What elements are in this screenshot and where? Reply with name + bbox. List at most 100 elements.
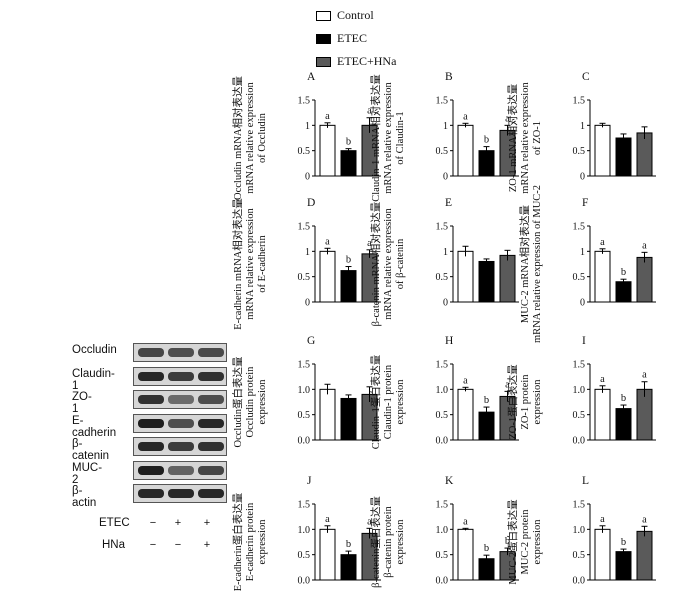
y-tick-label-I-3: 1.5 <box>573 360 586 371</box>
y-axis-label-I-1: ZO-1 protein <box>520 374 531 430</box>
legend-swatch-etec <box>316 33 331 44</box>
y-axis-label-G-2: expression <box>257 379 268 425</box>
significance-letter-I-2: a <box>642 370 647 381</box>
y-axis-label-H-1: Claudin-1 protein <box>383 364 394 439</box>
panel-letter-A: A <box>307 71 316 83</box>
y-tick-label-C-0: 0 <box>580 172 585 183</box>
blot-band-protein-4-lane-2 <box>198 442 224 451</box>
y-tick-label-G-3: 1.5 <box>298 360 311 371</box>
y-axis-label-D-2: of E-cadherin <box>257 235 268 293</box>
significance-letter-J-1: b <box>346 539 351 550</box>
blot-band-protein-5-lane-1 <box>168 465 194 475</box>
significance-letter-L-2: a <box>642 514 647 525</box>
panel-letter-B: B <box>445 71 453 83</box>
y-axis-label-K-2: expression <box>395 519 406 565</box>
significance-letter-H-2: a <box>505 379 510 390</box>
chart-panel-G: 0.0 0.5 1.0 1.5 G Occludin蛋白表达量 Occludin prote… <box>231 335 381 448</box>
blot-band-protein-6-lane-1 <box>168 489 194 498</box>
legend: Control ETEC ETEC+HNa <box>316 4 396 73</box>
y-tick-label-J-0: 0.0 <box>298 576 311 587</box>
y-tick-label-H-3: 1.5 <box>436 360 449 371</box>
y-tick-label-L-1: 0.5 <box>573 550 586 561</box>
blot-band-protein-6-lane-0 <box>138 489 164 498</box>
y-tick-label-H-1: 0.5 <box>436 410 449 421</box>
y-tick-label-E-0: 0 <box>443 298 448 309</box>
y-tick-label-E-3: 1.5 <box>436 222 449 233</box>
bar-L-1 <box>615 551 632 581</box>
significance-letter-B-2: a <box>505 113 510 124</box>
chart-panel-L: 0.0 0.5 1.0 1.5 a b a L MUC-2蛋白表达量 MUC-2 protein e… <box>506 475 656 587</box>
chart-panel-E: 0 0.5 1 1.5 Eβ-catenin mRNA相对表达量 mRNA relativ… <box>369 197 519 326</box>
chart-panel-I: 0.0 0.5 1.0 1.5 a b a I ZO-1蛋白表达量 ZO-1 protein exp… <box>506 335 656 447</box>
y-tick-label-F-3: 1.5 <box>573 222 586 233</box>
blot-band-protein-3-lane-0 <box>138 418 164 428</box>
chart-panel-C: 0 0.5 1 1.5 C ZO-1 mRNA相对表达量 mRNA relative exp… <box>506 71 656 194</box>
blot-band-protein-0-lane-2 <box>198 348 224 357</box>
blot-band-protein-0-lane-0 <box>138 348 164 357</box>
bar-L-2 <box>636 530 653 581</box>
panel-letter-K: K <box>445 475 454 487</box>
y-axis-label-A-2: of Occludin <box>257 112 268 163</box>
blot-band-protein-4-lane-1 <box>168 442 194 451</box>
legend-item-etec-hna: ETEC+HNa <box>316 50 396 73</box>
bar-C-0 <box>594 124 611 177</box>
y-axis-label-H-0: Claudin-1蛋白表达量 <box>369 354 382 449</box>
blot-band-protein-1-lane-1 <box>168 371 194 381</box>
bar-J-0 <box>319 528 336 581</box>
significance-letter-A-0: a <box>325 111 330 122</box>
y-axis-label-B-1: mRNA relative expression <box>383 82 394 194</box>
significance-letter-K-1: b <box>484 543 489 554</box>
chart-panel-A: 0 0.5 1 1.5 a b a A Occludin mRNA相对表达量 mRNA relat… <box>231 71 381 200</box>
bar-E-0 <box>457 250 474 303</box>
chart-panel-J: 0.0 0.5 1.0 1.5 a b a J E-cadherin蛋白表达量 E-cadheri… <box>231 475 381 591</box>
y-tick-label-G-2: 1.0 <box>298 385 311 396</box>
significance-letter-F-2: a <box>642 240 647 251</box>
y-axis-label-I-2: expression <box>532 379 543 425</box>
y-tick-label-A-3: 1.5 <box>298 96 311 107</box>
bar-K-0 <box>457 528 474 581</box>
bar-E-1 <box>478 260 495 303</box>
y-tick-label-B-3: 1.5 <box>436 96 449 107</box>
y-tick-label-L-0: 0.0 <box>573 576 586 587</box>
treatment-label-0: ETEC <box>99 517 130 529</box>
panel-letter-G: G <box>307 335 315 347</box>
significance-letter-A-1: b <box>346 137 351 148</box>
bar-F-2 <box>636 256 653 303</box>
panel-letter-L: L <box>582 475 589 487</box>
chart-panel-B: 0 0.5 1 1.5 a b a B Claudin-1 mRNA相对表达量 mRNA rela… <box>369 71 519 202</box>
y-axis-label-H-2: expression <box>395 379 406 425</box>
blot-band-protein-3-lane-2 <box>198 418 224 428</box>
y-axis-label-I-0: ZO-1蛋白表达量 <box>506 364 519 440</box>
bar-D-0 <box>319 250 336 303</box>
legend-item-etec: ETEC <box>316 27 396 50</box>
blot-band-protein-4-lane-0 <box>138 442 164 451</box>
panel-letter-D: D <box>307 197 315 209</box>
y-tick-label-A-0: 0 <box>305 172 310 183</box>
y-tick-label-I-2: 1.0 <box>573 385 586 396</box>
y-tick-label-K-2: 1.0 <box>436 525 449 536</box>
treatment-sign-1-0: − <box>149 539 157 551</box>
blot-strip-protein-6 <box>133 484 227 503</box>
bar-L-0 <box>594 528 611 581</box>
significance-letter-J-0: a <box>325 514 330 525</box>
y-tick-label-C-1: 0.5 <box>573 146 586 157</box>
y-tick-label-D-2: 1 <box>305 247 310 258</box>
y-axis-label-C-1: mRNA relative expression <box>520 82 531 194</box>
y-axis-label-E-0: β-catenin mRNA相对表达量 <box>369 201 382 326</box>
significance-letter-K-0: a <box>463 516 468 527</box>
blot-label-protein-6: β-actin <box>72 485 97 509</box>
y-tick-label-A-2: 1 <box>305 121 310 132</box>
y-axis-label-G-1: Occludin protein <box>245 366 256 438</box>
treatment-label-1: HNa <box>102 539 126 551</box>
legend-swatch-etec-hna <box>316 56 331 67</box>
treatment-sign-0-2: + <box>203 517 211 529</box>
y-tick-label-C-2: 1 <box>580 121 585 132</box>
blot-label-protein-1: Claudin-1 <box>72 367 115 392</box>
treatment-sign-0-0: − <box>149 517 157 529</box>
y-axis-label-A-1: mRNA relative expression <box>245 82 256 194</box>
blot-band-protein-2-lane-1 <box>168 395 194 404</box>
panel-letter-J: J <box>307 475 312 487</box>
bar-F-1 <box>615 281 632 303</box>
y-tick-label-L-3: 1.5 <box>573 500 586 511</box>
